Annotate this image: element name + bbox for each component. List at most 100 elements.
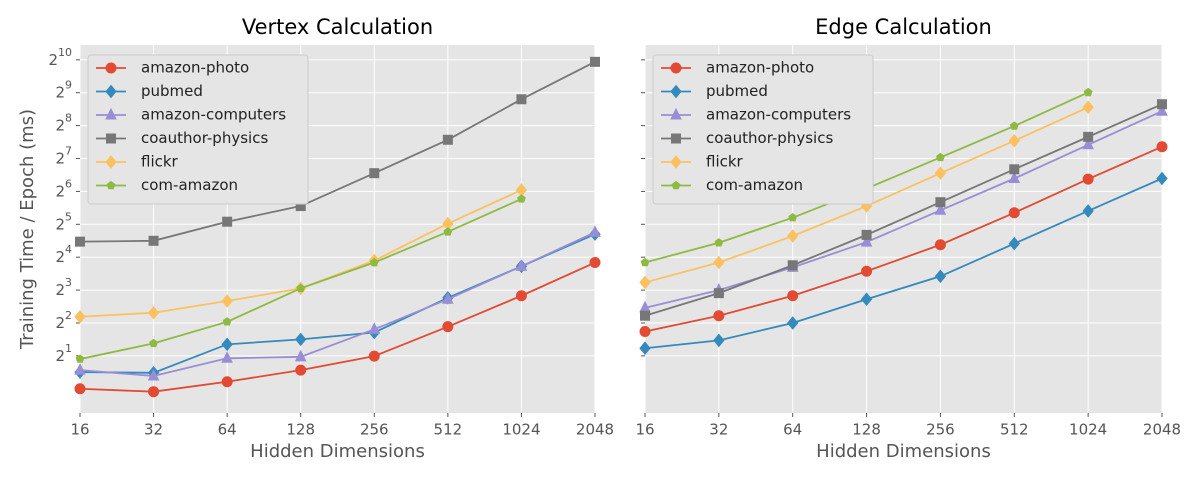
marker [1156,171,1168,186]
marker [1082,100,1094,115]
series-line [644,177,1163,350]
marker [670,84,682,99]
x-tick-label: 16 [70,421,89,439]
marker [788,213,798,222]
series-line [644,103,1163,317]
y-tick-label: 21 [55,342,72,365]
marker [639,341,651,355]
marker [148,386,160,398]
series [75,194,526,363]
marker [516,94,527,105]
series [75,56,600,247]
y-tick-label: 25 [55,210,72,233]
marker [295,332,307,347]
y-tick-label: 26 [55,177,72,200]
marker [935,197,946,208]
marker [639,326,651,338]
x-tick-label: 128 [286,421,315,439]
legend-label: amazon-photo [706,59,814,77]
marker [1083,131,1094,142]
marker [74,383,86,395]
marker [442,134,453,145]
marker [671,133,681,144]
marker [934,203,947,215]
marker [1082,204,1094,218]
chart-title: Edge Calculation [815,15,992,39]
series-line [644,110,1163,309]
series [74,257,601,398]
marker [221,337,233,352]
marker [294,349,307,362]
legend-label: pubmed [706,82,768,100]
marker [860,292,873,306]
series [639,171,1168,355]
marker [106,133,116,144]
y-tick-label: 29 [55,79,72,102]
marker [105,62,117,74]
marker [105,84,117,99]
marker [1156,141,1168,153]
legend-box [652,54,874,205]
legend-label: coauthor-physics [706,129,833,147]
marker [517,194,526,203]
marker [670,62,682,74]
marker [590,56,600,67]
legend-label: pubmed [141,82,203,100]
marker [515,259,528,271]
marker [1008,207,1020,219]
marker [295,364,307,376]
marker [639,275,651,290]
marker [105,155,117,169]
marker [934,166,947,180]
marker [148,235,159,246]
series-line [644,145,1163,333]
x-tick-label: 128 [852,421,881,439]
marker [1008,236,1020,251]
x-tick-label: 512 [1000,421,1029,439]
marker [714,238,724,247]
marker [1083,87,1093,97]
legend-label: amazon-computers [706,106,851,124]
marker [671,180,681,190]
marker [713,255,725,270]
marker [368,350,380,362]
y-tick-label: 22 [55,309,72,332]
y-tick-label: 28 [55,112,72,135]
y-tick-label: 24 [55,243,72,266]
marker [861,265,873,277]
marker [75,236,85,247]
marker [105,107,117,120]
marker [222,216,233,227]
legend-label: flickr [706,153,744,171]
marker [1009,164,1020,175]
marker [74,309,86,324]
marker [106,180,116,190]
legend-label: amazon-computers [141,106,286,124]
legend-label: com-amazon [141,176,238,194]
marker [670,107,682,120]
marker [670,155,682,169]
marker [713,288,724,299]
legend-label: amazon-photo [141,59,249,77]
marker [1009,121,1019,130]
marker [74,363,86,375]
marker [221,294,233,308]
legend-label: coauthor-physics [141,129,268,147]
marker [147,368,160,381]
marker [713,310,725,322]
marker [442,321,454,333]
marker [713,333,725,348]
x-tick-label: 16 [635,421,654,439]
series [74,225,601,381]
marker [787,229,799,243]
marker [515,290,527,302]
marker [369,257,379,267]
marker [860,234,873,247]
marker [1156,104,1168,116]
x-tick-label: 1024 [502,421,540,439]
marker [1008,171,1021,184]
y-tick-label: 23 [55,276,72,299]
series-line [79,261,596,393]
legend-box [87,54,309,205]
